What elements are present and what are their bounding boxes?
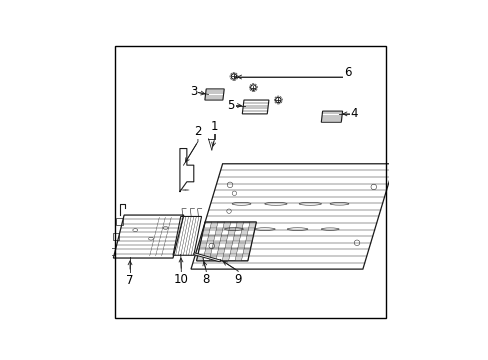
- Polygon shape: [235, 222, 243, 229]
- Polygon shape: [210, 222, 218, 229]
- Polygon shape: [220, 235, 227, 242]
- Text: 8: 8: [202, 273, 209, 286]
- Polygon shape: [199, 242, 207, 248]
- Polygon shape: [204, 248, 212, 254]
- Polygon shape: [235, 254, 243, 261]
- Polygon shape: [202, 229, 210, 235]
- Bar: [112, 233, 119, 240]
- Polygon shape: [229, 248, 237, 254]
- Bar: [116, 218, 122, 225]
- Text: 6: 6: [343, 66, 351, 79]
- Polygon shape: [248, 222, 256, 229]
- Polygon shape: [245, 235, 253, 242]
- Polygon shape: [217, 248, 224, 254]
- Polygon shape: [224, 242, 232, 248]
- Polygon shape: [209, 254, 217, 261]
- Text: 2: 2: [194, 125, 201, 138]
- Polygon shape: [223, 222, 230, 229]
- Polygon shape: [222, 254, 229, 261]
- Text: 10: 10: [174, 273, 188, 286]
- Polygon shape: [212, 242, 220, 248]
- Polygon shape: [196, 254, 204, 261]
- Polygon shape: [237, 242, 245, 248]
- Polygon shape: [207, 235, 215, 242]
- Text: 4: 4: [350, 107, 358, 120]
- Polygon shape: [232, 235, 240, 242]
- Text: 5: 5: [227, 99, 234, 112]
- Text: 7: 7: [126, 274, 134, 287]
- Polygon shape: [243, 248, 250, 254]
- Polygon shape: [240, 229, 248, 235]
- Text: 1: 1: [210, 120, 218, 133]
- Text: 9: 9: [234, 273, 242, 286]
- Polygon shape: [215, 229, 223, 235]
- Bar: [109, 248, 115, 255]
- Text: 3: 3: [190, 85, 197, 98]
- Polygon shape: [227, 229, 235, 235]
